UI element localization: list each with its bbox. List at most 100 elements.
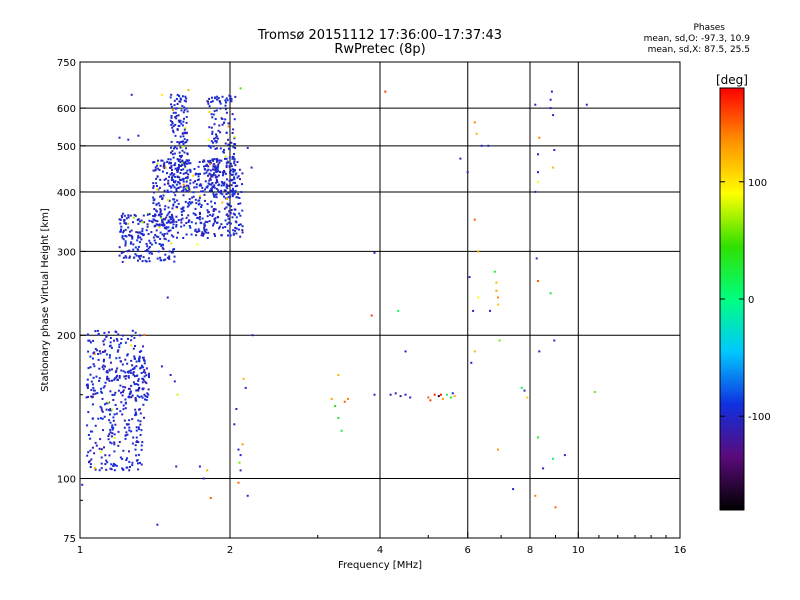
data-point: [154, 168, 157, 171]
data-point: [142, 379, 145, 382]
data-point: [191, 201, 194, 204]
data-point: [155, 203, 158, 206]
data-point: [100, 456, 103, 459]
data-point: [148, 213, 151, 216]
data-point: [180, 221, 183, 224]
data-point: [141, 441, 144, 444]
data-point: [182, 237, 185, 239]
data-point: [145, 374, 148, 377]
data-point: [161, 246, 164, 249]
data-point: [230, 209, 233, 211]
data-point: [224, 219, 227, 222]
data-point: [226, 223, 229, 226]
data-point: [180, 207, 183, 210]
data-point: [173, 186, 176, 189]
data-point: [124, 358, 127, 361]
data-point: [160, 93, 163, 96]
data-point: [534, 103, 537, 106]
data-points: [81, 87, 596, 526]
data-point: [214, 176, 217, 179]
data-point: [135, 454, 138, 457]
data-point: [122, 334, 124, 337]
data-point: [147, 393, 150, 396]
data-point: [208, 220, 211, 223]
data-point: [128, 419, 131, 422]
data-point: [224, 108, 227, 111]
data-point: [187, 202, 190, 205]
data-point: [185, 162, 188, 165]
data-point: [95, 349, 98, 352]
data-point: [138, 408, 140, 411]
data-point: [186, 205, 189, 208]
data-point: [234, 229, 237, 232]
data-point: [152, 215, 155, 217]
data-point: [122, 404, 125, 407]
data-point: [537, 171, 539, 174]
data-point: [220, 117, 223, 120]
data-point: [593, 391, 596, 393]
data-point: [102, 343, 105, 346]
data-point: [174, 167, 177, 170]
data-point: [230, 184, 233, 187]
y-axis-ticks: 75 100 200 300 400 500 600 750: [57, 58, 86, 545]
data-point: [128, 393, 131, 395]
data-point: [195, 202, 198, 205]
data-point: [115, 338, 118, 340]
data-point: [108, 356, 111, 359]
data-point: [169, 218, 172, 221]
data-point: [207, 211, 210, 213]
data-point: [215, 135, 218, 138]
data-point: [172, 131, 175, 134]
stats-x-mode: mean, sd,X: 87.5, 25.5: [647, 45, 750, 55]
data-point: [487, 144, 490, 147]
data-point: [124, 386, 127, 389]
data-point: [115, 412, 118, 415]
data-point: [182, 178, 185, 181]
data-point: [97, 417, 100, 420]
data-point: [197, 173, 200, 175]
data-point: [169, 161, 172, 164]
data-point: [188, 225, 191, 227]
data-point: [370, 314, 373, 317]
data-point: [181, 149, 184, 152]
data-point: [131, 394, 134, 397]
data-point: [143, 393, 146, 396]
data-point: [175, 98, 178, 100]
data-point: [214, 118, 217, 120]
data-point: [526, 396, 529, 399]
data-point: [214, 168, 217, 171]
data-point: [223, 182, 226, 185]
data-point: [109, 413, 111, 416]
data-point: [134, 411, 137, 414]
data-point: [193, 186, 196, 189]
data-point: [139, 334, 142, 337]
data-point: [225, 161, 228, 164]
data-point: [209, 177, 212, 180]
data-point: [130, 396, 133, 399]
data-point: [90, 389, 93, 391]
data-point: [228, 156, 231, 159]
data-point: [227, 215, 230, 218]
data-point: [119, 222, 122, 225]
data-point: [143, 369, 146, 372]
data-point: [495, 281, 498, 284]
data-point: [138, 241, 141, 244]
data-point: [250, 166, 253, 169]
data-point: [133, 357, 136, 360]
data-point: [109, 344, 112, 347]
data-point: [115, 376, 118, 379]
data-point: [228, 210, 231, 213]
data-point: [404, 393, 407, 396]
data-point: [116, 407, 119, 410]
data-point: [171, 176, 173, 179]
data-point: [124, 228, 127, 231]
data-point: [91, 417, 94, 420]
data-point: [110, 435, 113, 438]
data-point: [219, 107, 222, 110]
data-point: [190, 233, 193, 236]
data-point: [132, 372, 135, 375]
data-point: [152, 186, 155, 189]
data-point: [225, 157, 228, 160]
data-point: [241, 225, 244, 228]
